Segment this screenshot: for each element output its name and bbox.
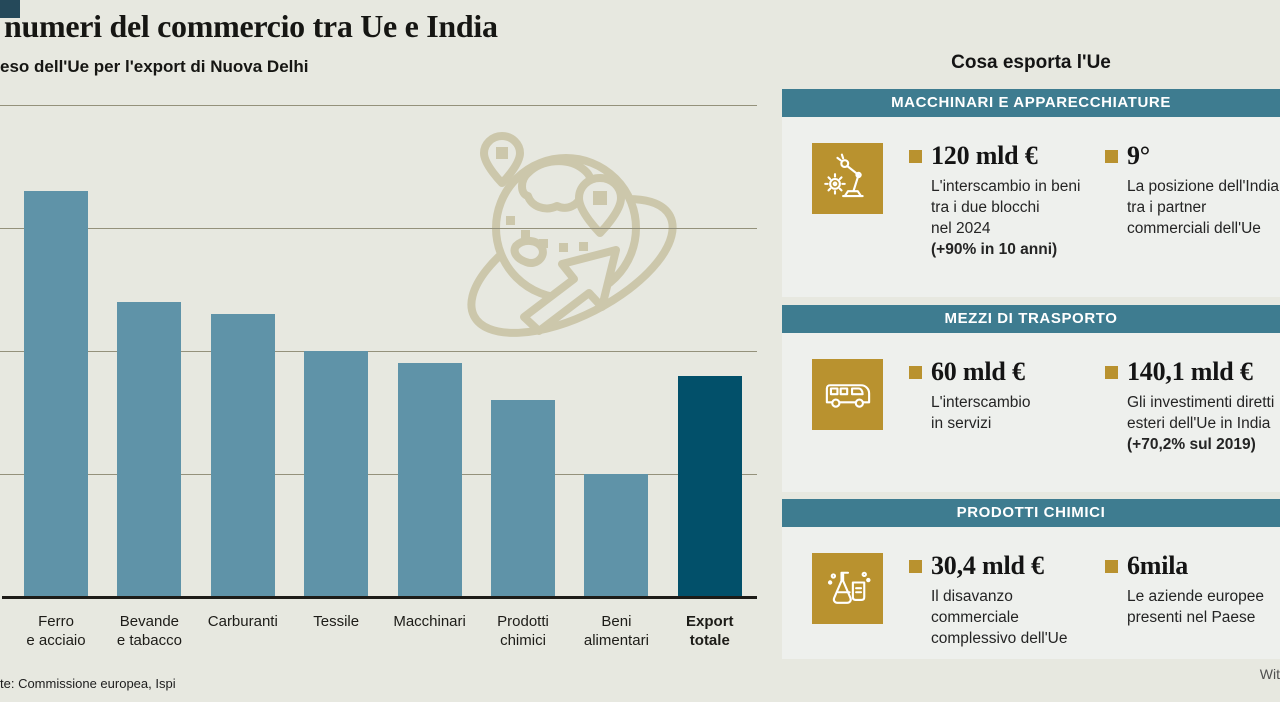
bar-label-ferro-e-acciaio: Ferro e acciaio	[1, 612, 111, 650]
stat-bullet-icon	[1105, 366, 1118, 379]
stat-prodotti-chimici-1: 30,4 mld € Il disavanzo commerciale comples…	[909, 551, 1099, 649]
bus-icon	[812, 359, 883, 430]
bar-label-line: Export	[686, 613, 734, 630]
stat-description-line: nel 2024	[931, 220, 991, 237]
credit-note: Wit	[1259, 666, 1280, 682]
stat-description-line: in servizi	[931, 415, 992, 432]
stat-description-line: presenti nel Paese	[1127, 609, 1256, 626]
stat-description: L'interscambio in servizi	[931, 392, 1099, 434]
bar-label-line: Bevande	[119, 613, 179, 630]
section-header-prodotti-chimici: PRODOTTI CHIMICI	[782, 499, 1280, 527]
stat-description: Gli investimenti diretti esteri dell'Ue i…	[1127, 392, 1280, 455]
stat-description: Il disavanzo commerciale complessivo dell'…	[931, 586, 1099, 649]
globe-trade-watermark-icon	[450, 118, 690, 358]
bar-carburanti	[210, 314, 275, 597]
bar-label-line: alimentari	[583, 632, 649, 649]
bar-label-macchinari: Macchinari	[375, 612, 485, 631]
gridline-15	[0, 228, 757, 229]
bar-prodotti-chimici	[491, 400, 555, 597]
bar-tessile	[304, 351, 369, 597]
stat-description-line: Le aziende europee	[1127, 588, 1265, 605]
stat-bullet-icon	[1105, 150, 1118, 163]
stat-value: 120 mld €	[931, 141, 1038, 170]
stat-value: 140,1 mld €	[1127, 357, 1253, 386]
stat-description-line: commerciale	[931, 609, 1019, 626]
panel-title: Cosa esporta l'Ue	[951, 52, 1111, 73]
section-body-prodotti-chimici: 30,4 mld € Il disavanzo commerciale comples…	[782, 527, 1280, 659]
page-title: numeri del commercio tra Ue e India	[4, 8, 498, 44]
bar-label-line: Ferro	[38, 613, 74, 630]
stat-description-line: Il disavanzo	[931, 588, 1013, 605]
bar-label-line: e acciaio	[26, 632, 86, 649]
chemical-flasks-icon	[812, 553, 883, 624]
bar-label-line: Tessile	[313, 613, 360, 630]
bar-label-line: e tabacco	[116, 632, 182, 649]
stat-bullet-icon	[909, 366, 922, 379]
section-header-mezzi-di-trasporto: MEZZI DI TRASPORTO	[782, 305, 1280, 333]
gridline-5	[0, 474, 757, 475]
bar-macchinari	[397, 363, 462, 597]
stat-description-line: tra i due blocchi	[931, 199, 1040, 216]
corner-logo-mark	[0, 0, 20, 18]
bar-export-totale	[677, 375, 742, 597]
bar-bevande-e-tabacco	[117, 301, 182, 597]
stat-description-line: esteri dell'Ue in India	[1127, 415, 1271, 432]
stat-value: 6mila	[1127, 551, 1189, 580]
stat-macchinari-e-apparecchiature-2: 9° La posizione dell'India tra i partner co…	[1105, 141, 1280, 239]
gridline-10	[0, 351, 757, 352]
stat-mezzi-di-trasporto-1: 60 mld € L'interscambio in servizi	[909, 357, 1099, 434]
bar-label-line: Carburanti	[207, 613, 278, 630]
bar-label-line: Macchinari	[393, 613, 466, 630]
bar-label-export-totale: Export totale	[655, 612, 765, 650]
stat-description: Le aziende europee presenti nel Paese	[1127, 586, 1280, 628]
x-axis-line	[2, 596, 757, 599]
section-header-macchinari-e-apparecchiature: MACCHINARI E APPARECCHIATURE	[782, 89, 1280, 117]
stat-value: 9°	[1127, 141, 1150, 170]
stat-macchinari-e-apparecchiature-1: 120 mld € L'interscambio in beni tra i due…	[909, 141, 1099, 260]
stat-description-line: L'interscambio in beni	[931, 178, 1081, 195]
bar-label-line: totale	[689, 632, 730, 649]
bar-label-line: Beni	[601, 613, 632, 630]
section-body-macchinari-e-apparecchiature: 120 mld € L'interscambio in beni tra i due…	[782, 117, 1280, 297]
stat-description-line: complessivo dell'Ue	[931, 630, 1068, 647]
stat-description-bold-line: (+90% in 10 anni)	[931, 241, 1058, 258]
stat-bullet-icon	[909, 150, 922, 163]
bar-beni-alimentari	[584, 474, 649, 597]
stat-description-line: commerciali dell'Ue	[1127, 220, 1261, 237]
stat-description: La posizione dell'India tra i partner comm…	[1127, 176, 1280, 239]
bar-label-line: Prodotti	[497, 613, 549, 630]
source-note: te: Commissione europea, Ispi	[0, 676, 176, 691]
stat-description-line: L'interscambio	[931, 394, 1031, 411]
stat-value: 60 mld €	[931, 357, 1025, 386]
stat-description-line: Gli investimenti diretti	[1127, 394, 1275, 411]
bar-ferro-e-acciaio	[24, 191, 88, 597]
section-body-mezzi-di-trasporto: 60 mld € L'interscambio in servizi 140,1 ml…	[782, 333, 1280, 492]
stat-bullet-icon	[909, 560, 922, 573]
stat-value: 30,4 mld €	[931, 551, 1044, 580]
bar-label-bevande-e-tabacco: Bevande e tabacco	[94, 612, 204, 650]
bar-label-beni-alimentari: Beni alimentari	[561, 612, 671, 650]
gridline-20	[0, 105, 757, 106]
stat-description-line: tra i partner	[1127, 199, 1207, 216]
stat-bullet-icon	[1105, 560, 1118, 573]
chart-subtitle: eso dell'Ue per l'export di Nuova Delhi	[0, 57, 309, 76]
robot-arm-icon	[812, 143, 883, 214]
stat-prodotti-chimici-2: 6mila Le aziende europee presenti nel Paes…	[1105, 551, 1280, 628]
stat-description: L'interscambio in beni tra i due blocchi n…	[931, 176, 1099, 260]
bar-label-prodotti-chimici: Prodotti chimici	[468, 612, 578, 650]
bar-label-carburanti: Carburanti	[188, 612, 298, 631]
bar-label-line: chimici	[500, 632, 546, 649]
bar-label-tessile: Tessile	[281, 612, 391, 631]
stat-description-line: La posizione dell'India	[1127, 178, 1280, 195]
stat-mezzi-di-trasporto-2: 140,1 mld € Gli investimenti diretti ester…	[1105, 357, 1280, 455]
stat-description-bold-line: (+70,2% sul 2019)	[1127, 436, 1256, 453]
